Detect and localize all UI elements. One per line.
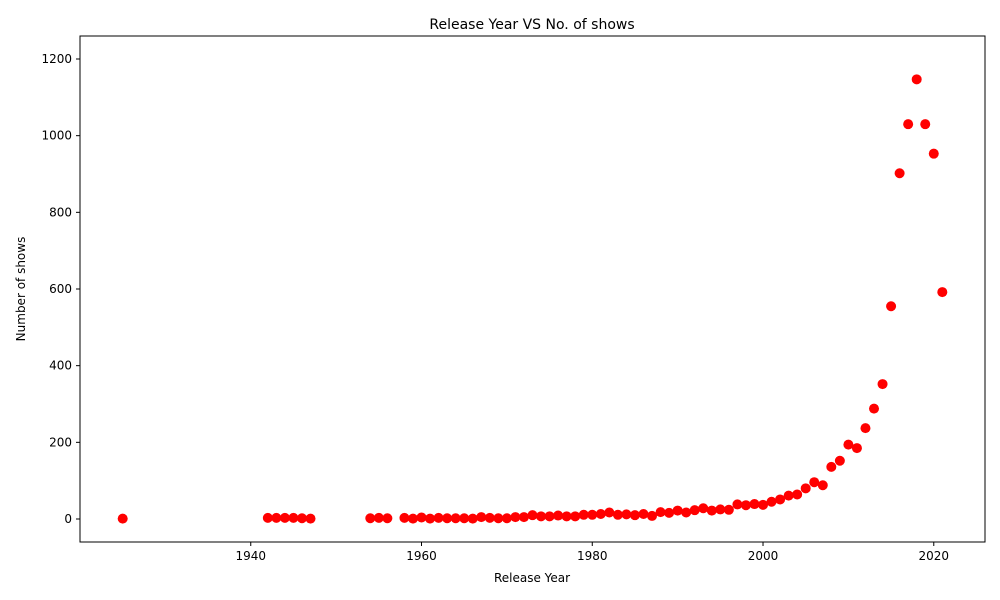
data-point [715,504,726,515]
data-point [775,494,786,505]
data-point [629,510,640,521]
data-point [672,505,683,516]
data-point [612,509,623,520]
data-point [732,499,743,510]
data-point [647,510,658,521]
data-point [681,507,692,518]
data-point [296,513,307,524]
y-ticks: 0 200 400 600 800 1000 1200 [41,52,80,526]
x-tick-label: 2000 [748,549,779,563]
data-point [373,512,384,523]
data-point [399,512,410,523]
data-point [706,505,717,516]
points-layer [117,74,948,524]
x-tick-label: 1980 [577,549,608,563]
data-point [442,513,453,524]
data-point [766,496,777,507]
data-point [920,119,931,130]
data-point [809,477,820,488]
data-point [382,513,393,524]
data-point [894,168,905,179]
data-point [425,513,436,524]
data-point [826,461,837,472]
data-point [271,512,282,523]
data-point [459,513,470,524]
data-point [570,511,581,522]
y-tick-label: 200 [49,435,72,449]
y-tick-label: 1200 [41,52,72,66]
data-point [851,443,862,454]
y-tick-label: 0 [64,512,72,526]
x-tick-label: 1960 [406,549,437,563]
y-tick-label: 1000 [41,129,72,143]
data-point [937,287,948,298]
x-ticks: 1940 1960 1980 2000 2020 [235,542,949,563]
plot-frame [79,35,986,543]
data-point [877,379,888,390]
data-point [407,513,418,524]
data-point [698,503,709,514]
data-point [544,511,555,522]
data-point [365,513,376,524]
x-tick-label: 1940 [235,549,266,563]
data-point [279,512,290,523]
data-point [886,301,897,312]
data-point [758,499,769,510]
data-point [869,403,880,414]
data-point [433,512,444,523]
data-point [740,500,751,511]
data-point [501,513,512,524]
data-point [518,512,529,523]
y-tick-label: 400 [49,359,72,373]
data-point [262,512,273,523]
y-tick-label: 800 [49,205,72,219]
data-point [450,513,461,524]
data-point [817,480,828,491]
data-point [749,499,760,510]
y-tick-label: 600 [49,282,72,296]
data-point [587,509,598,520]
data-point [664,507,675,518]
data-point [288,512,299,523]
x-tick-label: 2020 [919,549,950,563]
data-point [578,509,589,520]
data-point [689,505,700,516]
data-point [484,512,495,523]
data-point [604,507,615,518]
plot-area [80,36,985,542]
data-point [723,504,734,515]
data-point [834,455,845,466]
data-point [843,439,854,450]
data-point [117,513,128,524]
data-point [467,513,478,524]
data-point [655,507,666,518]
data-point [860,423,871,434]
data-point [493,513,504,524]
data-point [553,510,564,521]
data-point [783,490,794,501]
data-point [536,511,547,522]
data-point [911,74,922,85]
data-point [561,511,572,522]
data-point [510,512,521,523]
data-point [527,510,538,521]
x-axis-label: Release Year [494,571,570,585]
data-point [800,483,811,494]
data-point [305,513,316,524]
y-axis-label: Number of shows [14,237,28,342]
data-point [928,148,939,159]
data-point [621,509,632,520]
data-point [792,489,803,500]
chart-title: Release Year VS No. of shows [429,17,634,33]
data-point [595,509,606,520]
data-point [638,509,649,520]
data-point [476,512,487,523]
data-point [416,512,427,523]
data-point [903,119,914,130]
